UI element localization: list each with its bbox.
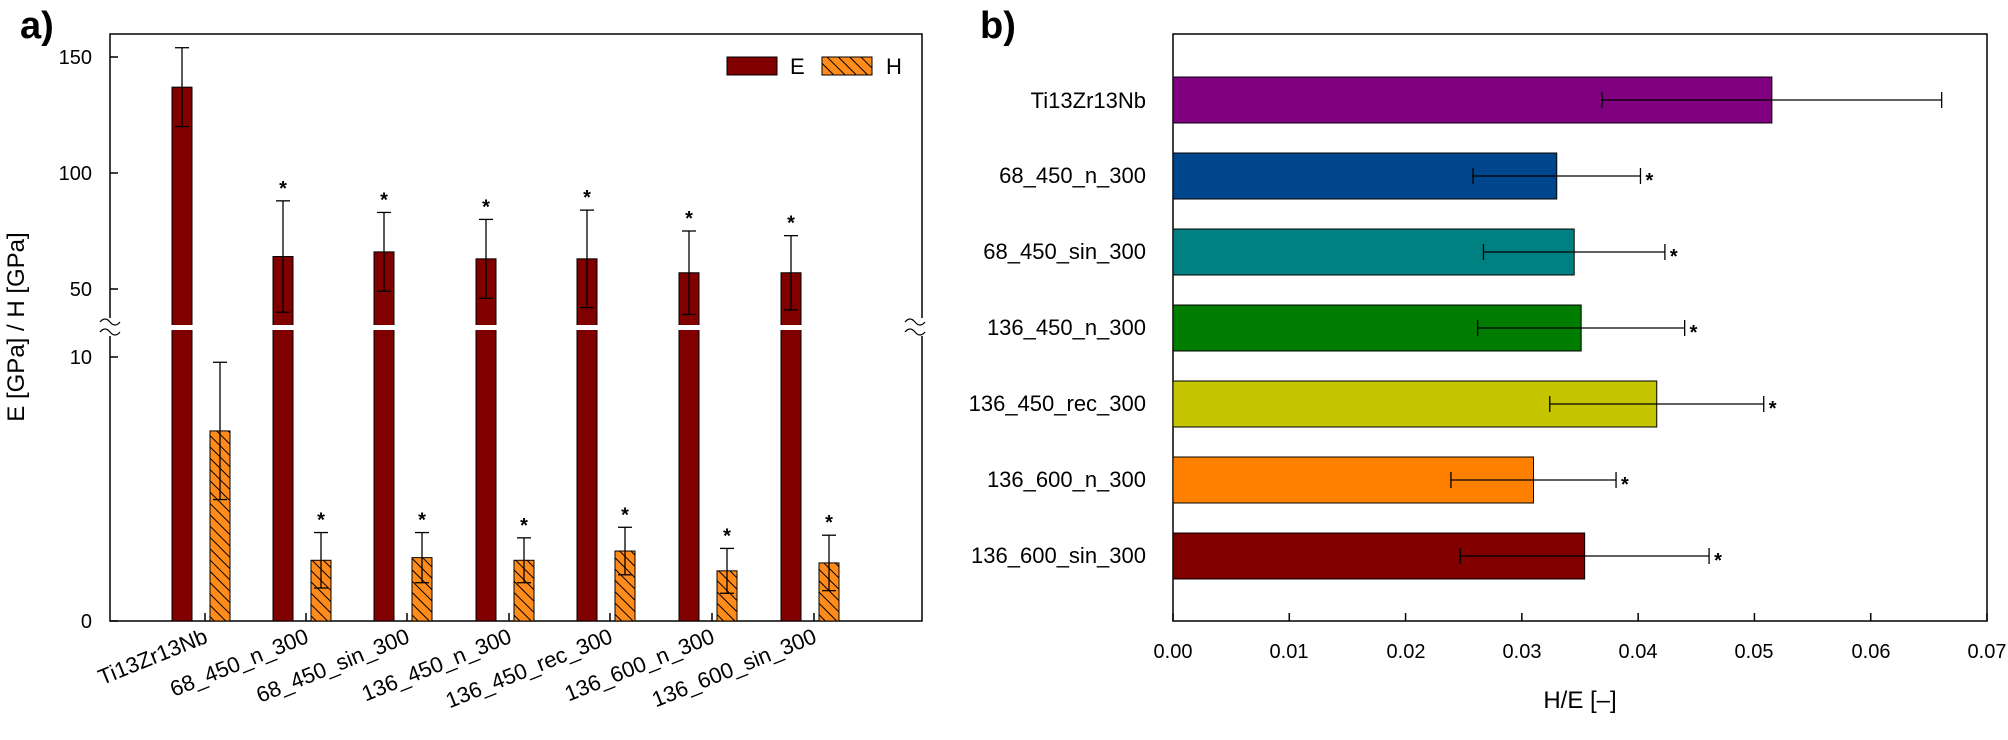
e-significance-5: *	[583, 187, 591, 209]
panel-b-x-axis-label: H/E [–]	[1543, 687, 1616, 714]
panel-b-xtick-5: 0.04	[1619, 641, 1658, 663]
e-bar-7	[780, 272, 802, 622]
panel-b-ylabel-7: 136_600_sin_300	[971, 543, 1146, 568]
panel-b-ylabel-2: 68_450_n_300	[999, 163, 1146, 188]
h-significance-7: *	[825, 512, 833, 534]
panel-a-ytick-0: 0	[81, 611, 92, 633]
panel-b-xtick-7: 0.06	[1852, 641, 1891, 663]
panel-a-xlabel-5: 136_450_rec_300	[442, 623, 616, 713]
e-significance-7: *	[787, 213, 795, 235]
panel-b-ylabel-3: 68_450_sin_300	[983, 239, 1146, 264]
h-significance-3: *	[418, 510, 426, 532]
he-significance-4: *	[1690, 322, 1698, 344]
e-bar-3	[373, 251, 395, 622]
panel-a-y-axis-label: E [GPa] / H [GPa]	[3, 232, 30, 421]
he-significance-3: *	[1670, 246, 1678, 268]
h-significance-6: *	[723, 525, 731, 547]
panel-a-ytick-50: 50	[70, 279, 92, 301]
panel-a-ytick-150: 150	[59, 47, 92, 69]
e-bar-1	[171, 86, 193, 622]
panel-a-bars: * * * * * * * * * * * *	[140, 47, 840, 622]
e-bar-5	[576, 258, 598, 622]
he-significance-7: *	[1714, 550, 1722, 572]
he-significance-2: *	[1645, 170, 1653, 192]
panel-b-ylabel-4: 136_450_n_300	[987, 315, 1146, 340]
legend-e-label: E	[790, 54, 805, 79]
e-bar-4	[475, 258, 497, 622]
he-significance-6: *	[1621, 474, 1629, 496]
e-bar-6	[678, 272, 700, 622]
panel-a-ytick-10: 10	[70, 347, 92, 369]
e-significance-2: *	[279, 178, 287, 200]
panel-b-xtick-1: 0.00	[1154, 641, 1193, 663]
panel-b-xtick-8: 0.07	[1968, 641, 2007, 663]
panel-b-ylabel-5: 136_450_rec_300	[969, 391, 1146, 416]
panel-b-bars: * * * * * *	[1172, 76, 1988, 621]
e-significance-3: *	[380, 189, 388, 211]
e-significance-4: *	[482, 196, 490, 218]
he-significance-5: *	[1769, 398, 1777, 420]
panel-b-ylabel-1: Ti13Zr13Nb	[1031, 88, 1146, 113]
axis-break-mark-left-2	[99, 328, 121, 336]
panel-a-x-ticks	[204, 613, 815, 621]
panel-b-xtick-3: 0.02	[1387, 641, 1426, 663]
panel-b-xtick-2: 0.01	[1270, 641, 1309, 663]
panel-a-y-ticks	[110, 56, 118, 622]
h-significance-4: *	[520, 515, 528, 537]
axis-break-mark-right-2	[904, 328, 926, 336]
panel-b-xtick-4: 0.03	[1503, 641, 1542, 663]
panel-b-ylabel-6: 136_600_n_300	[987, 467, 1146, 492]
e-significance-6: *	[685, 208, 693, 230]
panel-b-label: b)	[980, 5, 1016, 47]
bar-break-gap	[140, 325, 840, 330]
h-significance-5: *	[621, 504, 629, 526]
axis-break-mark-left-1	[99, 318, 121, 326]
panel-b-xtick-6: 0.05	[1735, 641, 1774, 663]
axis-break-mark-right-1	[904, 318, 926, 326]
panel-a-label: a)	[20, 5, 54, 47]
h-significance-2: *	[317, 510, 325, 532]
panel-a-ytick-100: 100	[59, 163, 92, 185]
legend-h-swatch	[821, 56, 873, 76]
legend-h-label: H	[886, 54, 902, 79]
legend-e-swatch	[726, 56, 778, 76]
